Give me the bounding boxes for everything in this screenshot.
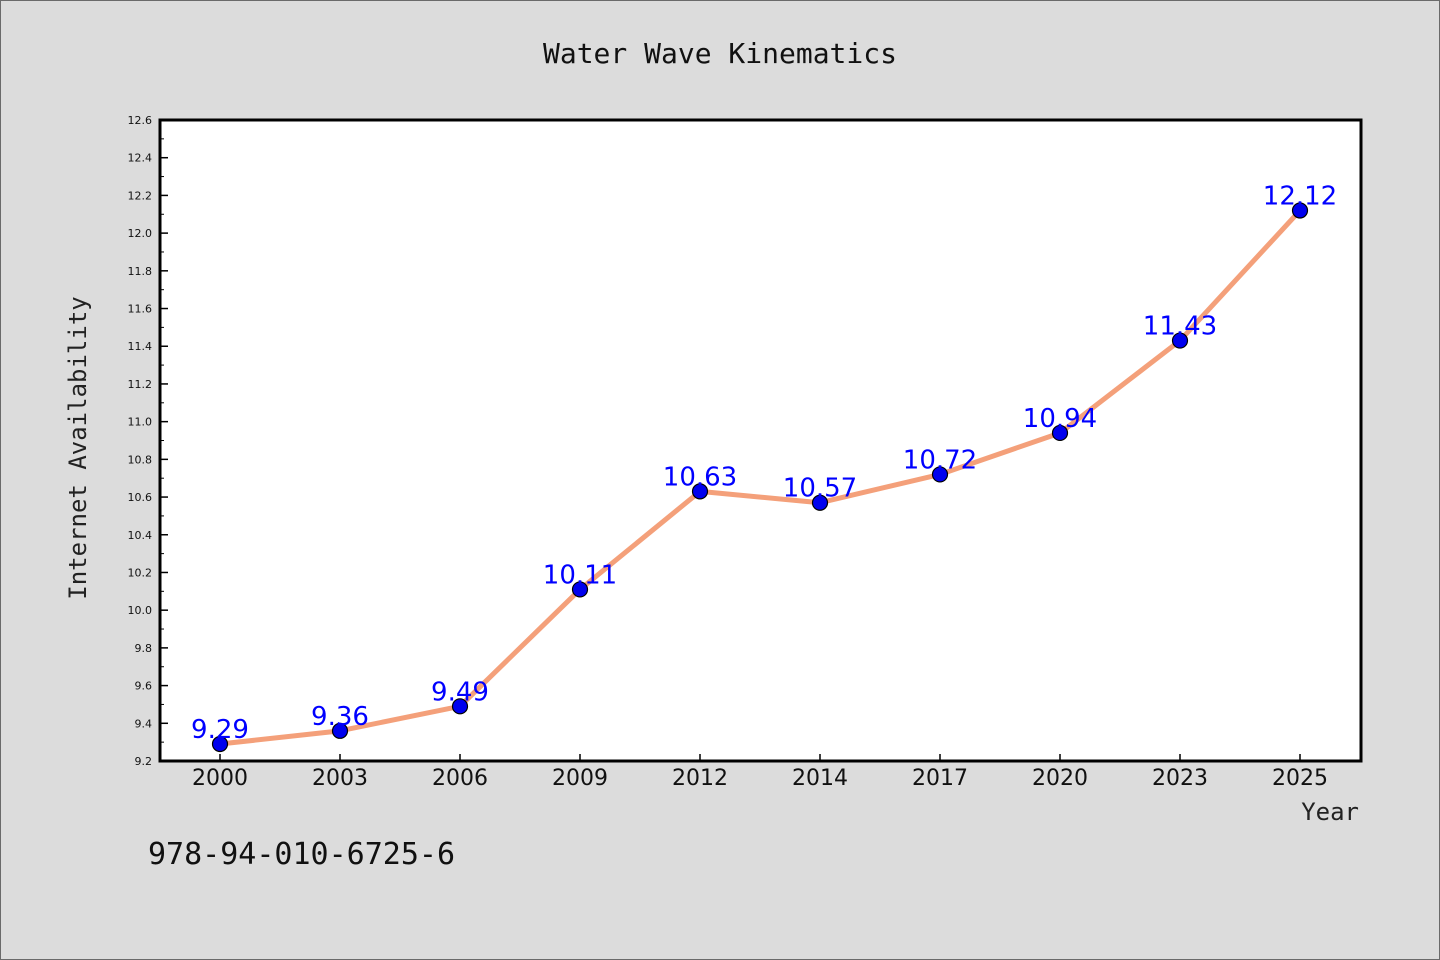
data-label: 9.36	[311, 702, 369, 732]
data-point-marker	[1051, 424, 1069, 442]
footer-isbn: 978-94-010-6725-6	[148, 837, 455, 872]
y-tick-label: 9.2	[135, 755, 153, 768]
y-tick-label: 10.2	[128, 566, 153, 579]
y-tick-label: 11.8	[128, 265, 153, 278]
y-tick-label: 10.0	[128, 604, 153, 617]
y-tick-label: 10.6	[128, 491, 153, 504]
data-point-marker	[451, 698, 469, 715]
data-point-marker	[1171, 332, 1189, 349]
data-point-marker	[691, 483, 709, 500]
data-label: 10.63	[663, 462, 737, 492]
x-tick-label: 2014	[792, 766, 848, 791]
data-label: 10.94	[1023, 404, 1097, 434]
y-tick-label: 9.4	[135, 717, 153, 730]
x-tick-label: 2009	[552, 766, 608, 791]
x-axis-label: Year	[1301, 798, 1359, 826]
x-tick-label: 2012	[672, 766, 728, 791]
x-tick-label: 2006	[432, 766, 488, 791]
y-tick-label: 9.8	[135, 642, 153, 655]
x-tick-label: 2023	[1152, 766, 1208, 791]
data-label: 10.72	[903, 445, 977, 475]
data-label: 10.11	[543, 560, 617, 590]
y-tick-label: 11.0	[128, 416, 153, 429]
series-line	[217, 207, 1303, 747]
y-tick-label: 10.8	[128, 453, 153, 466]
data-point-marker	[211, 735, 229, 753]
data-point-marker	[1291, 202, 1309, 219]
x-tick-label: 2020	[1032, 766, 1088, 791]
y-tick-label: 11.6	[128, 303, 153, 316]
x-tick-label: 2000	[192, 766, 248, 791]
chart-title: Water Wave Kinematics	[543, 37, 897, 70]
data-point-marker	[931, 466, 949, 483]
y-tick-label: 12.4	[128, 152, 153, 165]
y-axis-label: Internet Availability	[64, 296, 92, 599]
data-point-marker	[811, 494, 829, 511]
plot-area	[160, 120, 1361, 761]
data-labels: 9.29 9.36 9.49 10.11 10.63 10.57 10.72 10.94 11.…	[191, 181, 1337, 745]
plot-border	[158, 118, 1363, 763]
data-label: 12.12	[1263, 181, 1337, 211]
y-tick-label: 9.6	[135, 680, 153, 693]
data-label: 9.49	[431, 677, 489, 707]
x-tick-label: 2025	[1272, 766, 1328, 791]
y-tick-label: 12.0	[128, 227, 153, 240]
data-label: 9.29	[191, 715, 249, 745]
data-point-marker	[571, 581, 589, 598]
x-tick-label: 2017	[912, 766, 968, 791]
y-tick-label: 11.4	[128, 340, 153, 353]
x-axis: 2000 2003 2006 2009 2012 2014 2017 2020 2023 2025	[192, 754, 1328, 791]
series-line-group	[211, 202, 1309, 753]
y-tick-label: 11.2	[128, 378, 153, 391]
data-point-marker	[331, 722, 349, 739]
y-tick-label: 12.2	[128, 189, 153, 202]
data-label: 11.43	[1143, 312, 1217, 342]
y-tick-label: 10.4	[128, 529, 153, 542]
x-tick-label: 2003	[312, 766, 368, 791]
y-tick-label: 12.6	[128, 114, 153, 127]
data-label: 10.57	[783, 474, 857, 504]
